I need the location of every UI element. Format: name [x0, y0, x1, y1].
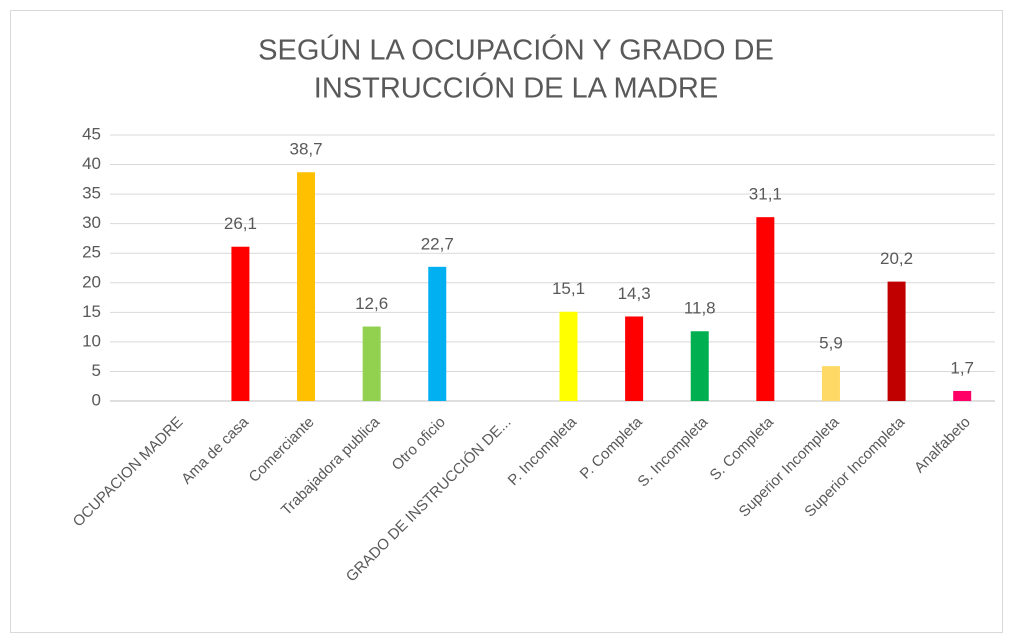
value-label: 15,1: [552, 279, 585, 298]
y-tick-label: 45: [82, 124, 101, 143]
bar: [625, 316, 644, 401]
bar: [953, 390, 972, 401]
y-tick-label: 40: [82, 154, 101, 173]
y-tick-label: 5: [92, 361, 101, 380]
y-tick-label: 25: [82, 243, 101, 262]
value-label: 1,7: [950, 358, 974, 377]
value-label: 20,2: [880, 249, 913, 268]
value-label: 26,1: [224, 214, 257, 233]
chart-title: INSTRUCCIÓN DE LA MADRE: [314, 72, 718, 105]
bar: [887, 281, 906, 401]
chart-title: SEGÚN LA OCUPACIÓN Y GRADO DE: [258, 34, 774, 67]
value-label: 11,8: [684, 299, 716, 318]
bar: [362, 326, 381, 401]
y-tick-label: 30: [82, 213, 101, 232]
bar: [428, 266, 447, 401]
bar: [559, 311, 578, 401]
bar: [690, 331, 709, 401]
y-tick-label: 10: [82, 331, 101, 350]
value-label: 12,6: [355, 294, 388, 313]
y-tick-label: 0: [92, 390, 101, 409]
bar: [297, 172, 316, 401]
y-tick-label: 15: [82, 302, 101, 321]
bar: [756, 217, 775, 401]
y-tick-label: 35: [82, 184, 101, 203]
bar: [821, 366, 840, 401]
value-label: 38,7: [289, 140, 322, 159]
chart-border: [10, 10, 1003, 633]
value-label: 14,3: [618, 284, 651, 303]
value-label: 31,1: [749, 185, 782, 204]
y-tick-label: 20: [82, 272, 101, 291]
value-label: 22,7: [421, 234, 454, 253]
value-label: 5,9: [819, 334, 843, 353]
bar: [231, 246, 250, 401]
